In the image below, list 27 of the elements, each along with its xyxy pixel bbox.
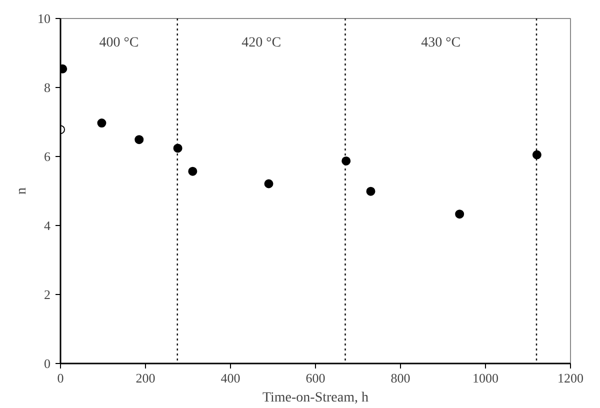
point [342, 156, 351, 166]
point [173, 144, 182, 153]
y-tick-label: 4 [44, 218, 51, 233]
point [455, 210, 464, 219]
x-axis-title: Time-on-Stream, h [262, 390, 369, 406]
x-tick-label: 800 [390, 370, 410, 386]
annotation: 400 °C [99, 36, 139, 50]
x-tick-label: 400 [220, 370, 240, 386]
y-tick-label: 2 [44, 287, 50, 302]
x-tick-label: 1200 [558, 370, 584, 386]
point [134, 135, 144, 144]
annotation: 430 °C [421, 36, 461, 50]
y-tick-label: 0 [44, 356, 50, 371]
point [97, 118, 106, 128]
x-tick-label: 1000 [472, 370, 498, 386]
point [532, 150, 542, 160]
y-tick-label: 8 [44, 80, 50, 95]
point [366, 186, 376, 196]
point [188, 166, 198, 176]
y-axis-title: n [14, 188, 30, 194]
y-tick-label: 6 [44, 149, 51, 164]
x-tick-label: 200 [136, 370, 156, 386]
x-tick-label: 0 [57, 370, 64, 386]
x-tick-label: 600 [306, 370, 326, 386]
point [264, 179, 274, 188]
y-tick-label: 10 [38, 11, 50, 26]
annotation: 420 °C [242, 36, 282, 50]
